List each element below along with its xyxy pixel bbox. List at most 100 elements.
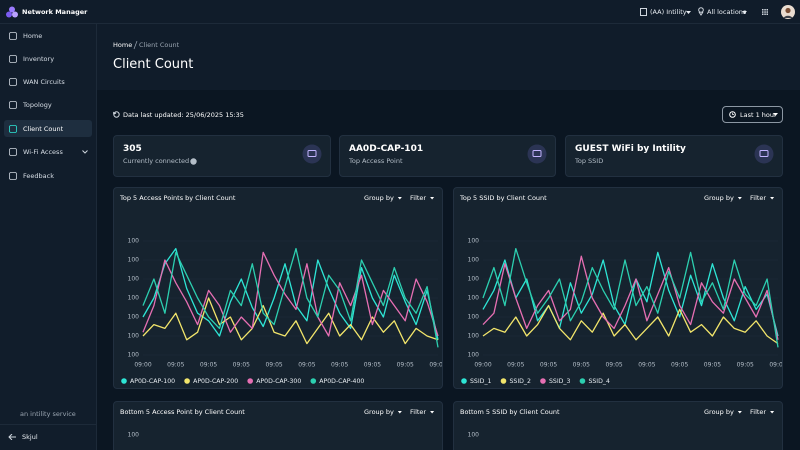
nav-label: Home — [23, 31, 43, 40]
series-line — [142, 247, 439, 340]
caret — [686, 11, 691, 14]
card-icon-glyph — [759, 150, 769, 157]
y-tick-label: 100 — [128, 257, 140, 264]
nav-icon-shape — [9, 124, 17, 133]
y-tick-label: 100 — [128, 238, 140, 245]
breadcrumb-home[interactable]: Home — [113, 41, 133, 49]
chart-panel: Top 5 Access Points by Client Count Group… — [113, 187, 443, 389]
tenant-select[interactable]: (AA) Intility — [650, 8, 687, 16]
legend-swatch — [461, 378, 467, 384]
chart-control[interactable]: Group by — [364, 194, 394, 202]
nav-icon — [9, 171, 17, 180]
y-tick-label: 100 — [468, 432, 480, 439]
chart-control[interactable]: Group by — [704, 408, 734, 416]
nav-label: Wi-Fi Access — [23, 147, 63, 156]
x-tick-label: 09:05 — [737, 362, 754, 369]
x-tick-label: 09:05 — [507, 362, 524, 369]
legend-swatch — [540, 378, 546, 384]
x-tick-label: 09:05 — [769, 362, 782, 369]
nav-icon — [9, 77, 17, 86]
nav-icon — [9, 147, 17, 156]
caret — [742, 11, 747, 14]
x-tick-label: 09:05 — [638, 362, 655, 369]
legend-swatch — [247, 378, 253, 384]
chart-control[interactable]: Filter — [410, 408, 426, 416]
breadcrumb-sep — [133, 41, 138, 50]
chevron — [82, 150, 88, 154]
chart: Bottom 5 Access Point by Client Count Gro… — [120, 408, 435, 439]
y-tick-label: 100 — [128, 333, 140, 340]
x-tick-label: 09:05 — [671, 362, 688, 369]
sidebar: an intility service Skjul Home Inventory W… — [0, 24, 97, 450]
nav-label: Inventory — [23, 54, 55, 63]
chart-control[interactable]: Group by — [364, 408, 394, 416]
series-line — [142, 247, 439, 348]
card-label: Top SSID — [575, 157, 604, 165]
card-label: Top Access Point — [349, 157, 403, 165]
card-value: AA0D-CAP-101 — [349, 144, 424, 154]
logo — [6, 6, 18, 18]
y-tick-label: 100 — [468, 352, 480, 359]
chart-title: Bottom 5 Access Point by Client Count — [120, 408, 245, 416]
collapse-icon — [8, 434, 16, 440]
stat-card: AA0D-CAP-101 Top Access Point — [339, 135, 556, 177]
chart-control[interactable]: Filter — [410, 194, 426, 202]
card-label: Currently connected — [123, 157, 190, 165]
chart-control[interactable]: Filter — [750, 408, 766, 416]
chart-panel: Bottom 5 Access Point by Client Count Gro… — [113, 401, 443, 450]
y-tick-label: 100 — [128, 276, 140, 283]
collapse-button[interactable]: Skjul — [22, 433, 38, 441]
nav-item[interactable]: WAN Circuits — [4, 73, 92, 90]
nav-item[interactable]: Topology — [4, 96, 92, 113]
legend-swatch — [579, 378, 586, 384]
nav-icon — [9, 124, 17, 133]
card-value: 305 — [123, 144, 142, 154]
nav-item[interactable]: Home — [4, 27, 92, 44]
series-line — [142, 297, 439, 345]
help-icon — [190, 158, 197, 165]
nav-icon — [9, 100, 17, 109]
brand: an intility service — [20, 410, 76, 418]
location-select[interactable]: All locations — [707, 8, 747, 16]
nav-icon-shape — [9, 147, 17, 156]
chevron-shape — [82, 150, 88, 154]
card-icon — [302, 144, 322, 164]
time-range-button[interactable]: Last 1 hour — [722, 106, 783, 123]
chart-panel: Bottom 5 SSID by Client Count Group by Fil… — [453, 401, 783, 450]
last-updated: Data last updated: 25/06/2025 15:35 — [123, 111, 244, 119]
nav-label: Feedback — [23, 171, 54, 180]
chart-control[interactable]: Group by — [704, 194, 734, 202]
series-line — [482, 304, 779, 345]
chart: Top 5 SSID by Client Count Group by Filter… — [459, 194, 782, 385]
card-icon-glyph — [307, 150, 317, 157]
avatar[interactable] — [781, 5, 795, 19]
caret — [773, 113, 778, 116]
card-icon — [527, 144, 547, 164]
series-line — [482, 255, 779, 340]
caret — [737, 411, 742, 414]
legend-swatch — [121, 378, 127, 384]
nav-item[interactable]: Client Count — [4, 120, 92, 137]
legend-swatch — [310, 378, 317, 384]
x-tick-label: 09:05 — [429, 362, 442, 369]
chart-control[interactable]: Filter — [750, 194, 766, 202]
chart-title: Top 5 Access Points by Client Count — [119, 194, 236, 202]
nav-item[interactable]: Inventory — [4, 50, 92, 67]
x-tick-label: 09:05 — [364, 362, 381, 369]
y-tick-label: 100 — [468, 295, 480, 302]
app-name: Network Manager — [22, 8, 88, 16]
caret — [770, 197, 775, 200]
caret — [430, 411, 435, 414]
nav-icon-shape — [9, 77, 17, 86]
x-tick-label: 09:05 — [298, 362, 315, 369]
apps-icon[interactable] — [762, 9, 768, 15]
clock-icon — [729, 111, 736, 118]
series-line — [482, 247, 779, 348]
legend-label: SSID_2 — [509, 378, 531, 385]
chart-panel: Top 5 SSID by Client Count Group by Filter… — [453, 187, 783, 389]
nav-item[interactable]: Feedback — [4, 167, 92, 184]
legend-label: AP0D-CAP-100 — [130, 378, 175, 385]
nav-item[interactable]: Wi-Fi Access — [4, 143, 92, 160]
x-tick-label: 09:05 — [265, 362, 282, 369]
legend-label: AP0D-CAP-400 — [319, 378, 364, 385]
